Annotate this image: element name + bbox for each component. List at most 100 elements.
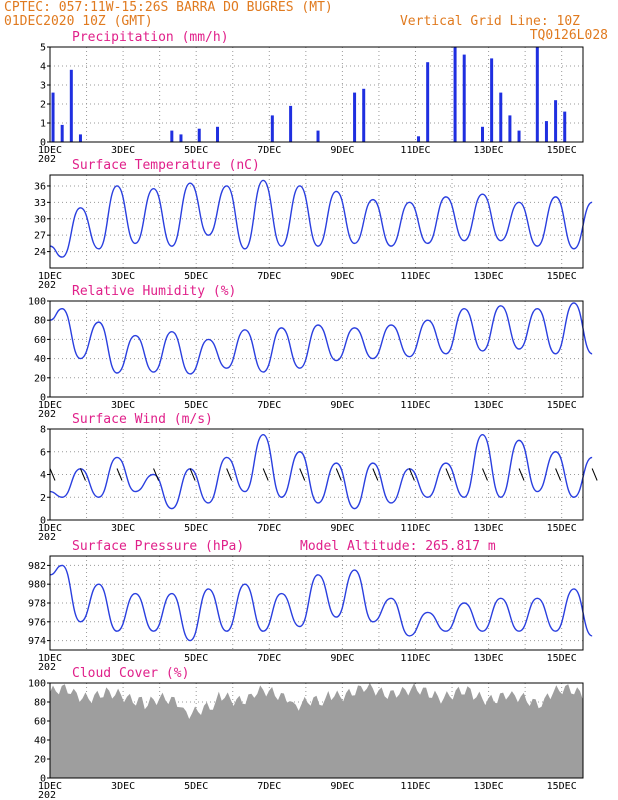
y-tick-label: 6 <box>40 447 46 458</box>
x-axis-year-label: 202 <box>38 662 56 673</box>
x-tick-label: 7DEC <box>257 523 281 534</box>
y-tick-label: 1 <box>40 119 46 130</box>
wind-arrow <box>116 468 123 481</box>
x-tick-label: 11DEC <box>400 781 430 792</box>
x-tick-label: 15DEC <box>547 781 577 792</box>
x-tick-label: 5DEC <box>184 523 208 534</box>
x-tick-label: 1DEC <box>38 271 62 282</box>
x-tick-label: 3DEC <box>111 145 135 156</box>
precipitation-bar <box>563 111 567 142</box>
x-tick-label: 1DEC <box>38 145 62 156</box>
x-tick-label: 13DEC <box>474 400 504 411</box>
x-tick-label: 9DEC <box>330 523 354 534</box>
y-tick-label: 4 <box>40 470 46 481</box>
x-tick-label: 7DEC <box>257 400 281 411</box>
x-tick-label: 11DEC <box>400 523 430 534</box>
x-tick-label: 15DEC <box>547 145 577 156</box>
x-tick-label: 9DEC <box>330 271 354 282</box>
x-axis-year-label: 202 <box>38 154 56 165</box>
x-tick-label: 5DEC <box>184 653 208 664</box>
x-tick-label: 5DEC <box>184 145 208 156</box>
precipitation-bar <box>362 88 366 142</box>
panel-frame <box>49 300 584 398</box>
x-tick-label: 11DEC <box>400 145 430 156</box>
y-tick-label: 0 <box>40 138 46 149</box>
y-tick-label: 982 <box>28 561 46 572</box>
wind-arrow <box>226 468 233 481</box>
precipitation-bar <box>170 130 174 142</box>
wind-arrow <box>49 468 56 481</box>
panel-title: Precipitation (mm/h) <box>72 30 229 45</box>
x-tick-label: 1DEC <box>38 781 62 792</box>
header-location: CPTEC: 057:11W-15:26S BARRA DO BUGRES (M… <box>4 0 333 15</box>
x-tick-label: 11DEC <box>400 653 430 664</box>
precipitation-bar <box>216 126 220 142</box>
precipitation-bar <box>453 47 457 142</box>
wind-arrow <box>372 468 379 481</box>
panel-title: Cloud Cover (%) <box>72 666 189 681</box>
x-tick-label: 3DEC <box>111 523 135 534</box>
y-tick-label: 80 <box>34 316 46 327</box>
x-tick-label: 7DEC <box>257 781 281 792</box>
y-tick-label: 2 <box>40 493 46 504</box>
x-tick-label: 11DEC <box>400 400 430 411</box>
wind-arrow <box>482 468 488 481</box>
panel-frame <box>49 555 584 651</box>
panel-frame <box>49 682 584 779</box>
header-grid-note: Vertical Grid Line: 10Z <box>400 14 580 29</box>
y-tick-label: 24 <box>34 247 46 258</box>
y-tick-label: 60 <box>34 335 46 346</box>
wind-arrow <box>79 468 86 481</box>
precipitation-bar <box>78 134 82 142</box>
precipitation-bar <box>508 115 512 142</box>
x-tick-label: 11DEC <box>400 271 430 282</box>
y-tick-label: 80 <box>34 698 46 709</box>
precipitation-bar <box>490 58 494 142</box>
y-tick-label: 0 <box>40 393 46 404</box>
x-axis-year-label: 202 <box>38 280 56 291</box>
x-tick-label: 15DEC <box>547 400 577 411</box>
precipitation-bar <box>426 62 430 143</box>
y-tick-label: 36 <box>34 181 46 192</box>
precipitation-bar <box>480 126 484 142</box>
y-tick-label: 2 <box>40 100 46 111</box>
precipitation-bar <box>544 121 548 142</box>
wind-arrow <box>445 468 452 481</box>
header-model-code: TQ0126L028 <box>530 28 608 43</box>
series-line-1 <box>49 179 593 258</box>
wind-arrow <box>262 468 269 481</box>
precipitation-bar <box>51 92 55 142</box>
y-tick-label: 980 <box>28 580 46 591</box>
y-tick-label: 40 <box>34 736 46 747</box>
precipitation-bar <box>417 136 421 142</box>
y-tick-label: 974 <box>28 636 46 647</box>
x-tick-label: 15DEC <box>547 523 577 534</box>
precipitation-bar <box>69 69 73 142</box>
panel-title: Relative Humidity (%) <box>72 284 236 299</box>
series-line-3 <box>49 433 593 510</box>
series-line-2 <box>49 302 593 375</box>
x-tick-label: 15DEC <box>547 653 577 664</box>
y-tick-label: 100 <box>28 297 46 308</box>
panel-title: Surface Temperature (nC) <box>72 158 260 173</box>
y-tick-label: 4 <box>40 62 46 73</box>
pressure-model-altitude: Model Altitude: 265.817 m <box>300 539 496 554</box>
x-tick-label: 5DEC <box>184 271 208 282</box>
precipitation-bar <box>517 130 521 142</box>
precipitation-bar <box>270 115 274 142</box>
precipitation-bar <box>554 100 558 142</box>
cloud-cover-area <box>50 683 583 778</box>
x-tick-label: 13DEC <box>474 523 504 534</box>
x-tick-label: 13DEC <box>474 781 504 792</box>
x-tick-label: 13DEC <box>474 145 504 156</box>
wind-arrow <box>189 468 196 481</box>
wind-arrow <box>335 468 342 481</box>
x-axis-year-label: 202 <box>38 409 56 420</box>
precipitation-bar <box>179 134 183 142</box>
y-tick-label: 0 <box>40 774 46 785</box>
precipitation-bar <box>289 105 293 142</box>
x-tick-label: 5DEC <box>184 781 208 792</box>
wind-arrow <box>555 468 562 481</box>
x-tick-label: 1DEC <box>38 653 62 664</box>
header-date: 01DEC2020 10Z (GMT) <box>4 14 153 29</box>
